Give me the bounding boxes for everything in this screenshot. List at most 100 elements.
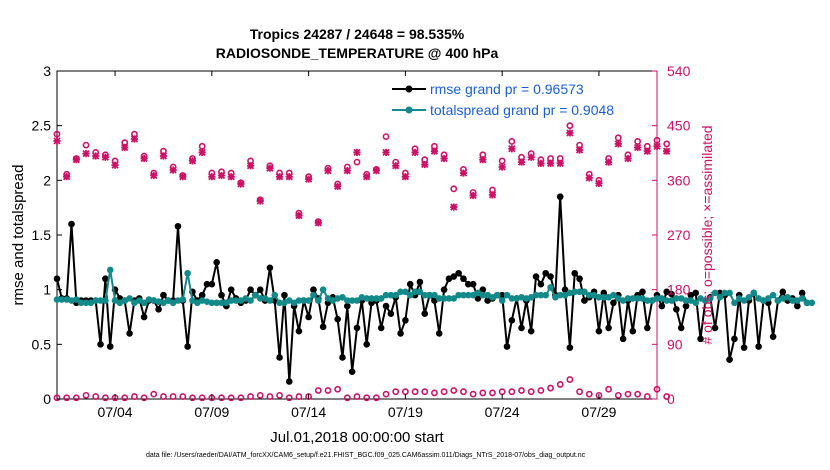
- plot-area: [56, 70, 658, 400]
- data-point: [455, 269, 462, 277]
- obs-assimilated-marker: [508, 145, 516, 153]
- obs-possible-marker: [537, 387, 545, 394]
- obs-possible-marker: [169, 393, 177, 400]
- x-tick-label: 07/09: [194, 404, 229, 420]
- data-point: [503, 291, 511, 299]
- obs-possible-marker: [518, 387, 525, 394]
- data-point: [344, 302, 351, 310]
- obs-assimilated-marker: [537, 159, 545, 167]
- obs-possible-marker: [450, 185, 458, 193]
- data-point: [677, 324, 685, 332]
- data-point: [629, 295, 637, 302]
- data-point: [140, 313, 148, 321]
- obs-possible-marker: [576, 388, 583, 396]
- chart-marks: [53, 122, 816, 402]
- data-point: [644, 324, 651, 332]
- data-point: [106, 266, 114, 274]
- data-point: [92, 297, 100, 304]
- data-point: [373, 295, 380, 302]
- obs-assimilated-marker: [614, 140, 622, 148]
- obs-assimilated-marker: [556, 159, 564, 167]
- data-point: [252, 291, 259, 299]
- obs-possible-marker: [440, 388, 448, 396]
- x-tick-label: 07/14: [291, 404, 326, 420]
- data-point: [610, 299, 617, 307]
- obs-possible-marker: [266, 393, 274, 400]
- data-point: [285, 378, 293, 385]
- data-point: [721, 289, 729, 297]
- obs-possible-marker: [372, 394, 380, 402]
- data-point: [305, 297, 312, 304]
- obs-possible-marker: [663, 393, 671, 400]
- obs-assimilated-marker: [246, 162, 255, 170]
- data-point: [789, 297, 796, 304]
- obs-possible-marker: [392, 388, 400, 396]
- y-tick-label-left: 0: [43, 391, 51, 407]
- obs-assimilated-marker: [479, 156, 487, 164]
- obs-possible-marker: [382, 133, 390, 140]
- data-point: [745, 294, 753, 301]
- data-point: [339, 354, 346, 361]
- data-point: [455, 291, 462, 299]
- data-point: [256, 286, 264, 293]
- data-point: [479, 291, 487, 299]
- data-point: [213, 259, 220, 266]
- obs-possible-marker: [276, 391, 283, 399]
- data-point: [353, 297, 361, 304]
- data-point: [769, 291, 777, 299]
- data-point: [126, 295, 133, 302]
- data-point: [469, 280, 477, 288]
- data-point: [464, 291, 472, 299]
- data-point: [435, 295, 443, 302]
- series-3: [53, 129, 671, 227]
- data-point: [498, 291, 506, 299]
- data-point: [803, 299, 811, 307]
- data-point: [610, 291, 617, 299]
- data-point: [542, 269, 550, 277]
- data-point: [53, 296, 61, 303]
- data-point: [208, 280, 216, 288]
- obs-possible-marker: [314, 387, 322, 394]
- data-point: [561, 286, 569, 293]
- obs-assimilated-marker: [237, 180, 245, 188]
- data-point: [126, 330, 133, 337]
- obs-assimilated-marker: [440, 154, 448, 163]
- data-point: [276, 354, 283, 361]
- data-point: [556, 193, 564, 201]
- data-point: [600, 294, 608, 301]
- obs-possible-marker: [614, 391, 622, 399]
- data-point: [160, 291, 167, 299]
- obs-possible-marker: [82, 141, 90, 149]
- data-point: [726, 356, 733, 363]
- data-point: [339, 294, 346, 301]
- obs-assimilated-marker: [266, 164, 274, 172]
- legend: rmse grand pr = 0.96573 totalspread gran…: [392, 81, 614, 118]
- obs-assimilated-marker: [159, 152, 168, 160]
- data-point: [750, 289, 758, 297]
- obs-assimilated-marker: [343, 166, 351, 175]
- y-tick-label-right: 90: [667, 336, 683, 352]
- data-point: [106, 343, 114, 350]
- data-point: [319, 323, 327, 331]
- y-tick-label-left: 3: [43, 63, 51, 79]
- series-line: [56, 196, 808, 382]
- data-point: [218, 299, 225, 307]
- obs-assimilated-marker: [430, 147, 439, 155]
- data-point: [184, 269, 191, 277]
- data-point: [227, 286, 235, 293]
- data-point: [281, 291, 288, 299]
- data-point: [532, 273, 540, 280]
- data-point: [460, 275, 467, 283]
- obs-assimilated-marker: [53, 137, 61, 145]
- obs-possible-marker: [527, 388, 535, 396]
- y-axis-label-right: # of obs: o=possible; ×=assimilated: [699, 125, 715, 344]
- x-tick-label: 07/19: [388, 404, 423, 420]
- data-point: [503, 343, 511, 350]
- data-point: [406, 291, 414, 299]
- data-point: [794, 302, 801, 310]
- y-tick-label-right: 450: [667, 118, 691, 134]
- data-point: [276, 299, 283, 307]
- obs-possible-marker: [334, 385, 342, 393]
- obs-possible-marker: [256, 391, 264, 399]
